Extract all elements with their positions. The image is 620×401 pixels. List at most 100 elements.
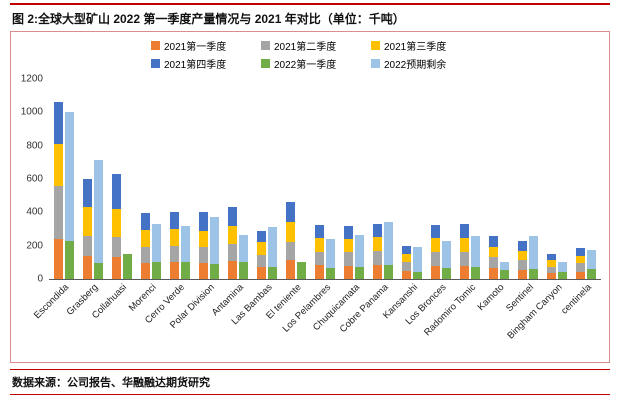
bar-segment: [82, 235, 92, 256]
bar-segment: [547, 259, 557, 267]
bar-segment: [343, 225, 353, 240]
bar-group: [281, 202, 310, 279]
bar-segment: [500, 269, 510, 279]
bar-segment: [227, 207, 237, 226]
bar-segment: [354, 234, 364, 268]
bar-segment: [111, 209, 121, 238]
legend-item: 2021第四季度: [151, 56, 247, 71]
bar-segment: [576, 271, 586, 279]
bar-segment: [180, 261, 190, 279]
bar-segment: [53, 185, 63, 239]
bar-segment: [518, 259, 528, 270]
legend-swatch-icon: [371, 59, 380, 68]
source-note: 数据来源：公司报告、华融融达期货研究: [12, 377, 210, 389]
bar-segment: [343, 252, 353, 266]
legend-label: 2021第三季度: [384, 42, 447, 53]
bar-segment: [314, 251, 324, 265]
bar-group: [427, 224, 456, 279]
bar-segment: [547, 273, 557, 279]
bar-2022: [500, 261, 510, 279]
bar-segment: [518, 269, 528, 279]
x-cell: Collahuasi: [90, 280, 136, 360]
legend-label: 2022第一季度: [274, 60, 337, 71]
y-tick-label: 800: [26, 140, 43, 152]
plot-bars: [49, 79, 601, 280]
bar-segment: [431, 238, 441, 253]
bar-group: [369, 221, 398, 279]
bar-2022: [587, 249, 597, 279]
bar-segment: [587, 269, 597, 279]
bar-segment: [373, 250, 383, 265]
chart-title: 图 2:全球大型矿山 2022 第一季度产量情况与 2021 年对比（单位：千吨…: [12, 12, 405, 26]
legend-item: 2022第一季度: [261, 56, 357, 71]
bar-segment: [93, 263, 103, 279]
bar-segment: [285, 259, 295, 279]
bar-group: [223, 207, 252, 279]
y-axis: 0 200 400 600 800 1000 1200: [17, 74, 49, 285]
bar-segment: [227, 243, 237, 261]
bar-2022: [180, 225, 190, 279]
bar-segment: [140, 263, 150, 279]
bar-segment: [402, 245, 412, 255]
legend-swatch-icon: [261, 59, 270, 68]
bar-2022: [296, 261, 306, 279]
bar-2021: [53, 102, 63, 279]
bar-segment: [518, 240, 528, 251]
bar-segment: [460, 251, 470, 266]
bar-segment: [238, 234, 248, 262]
bar-2021: [314, 224, 324, 279]
bar-segment: [314, 224, 324, 239]
bar-2022: [558, 261, 568, 279]
x-cell: Radomiro Tomic: [422, 280, 485, 360]
bar-segment: [402, 270, 412, 279]
bar-group: [49, 102, 78, 279]
bar-segment: [471, 267, 481, 279]
bar-2022: [442, 240, 452, 279]
bar-segment: [64, 240, 74, 279]
bar-2021: [576, 248, 586, 279]
bar-group: [78, 159, 107, 279]
bar-2022: [354, 234, 364, 279]
bar-segment: [151, 224, 161, 263]
legend-item: 2021第三季度: [371, 38, 467, 53]
bar-segment: [529, 269, 539, 279]
bar-segment: [547, 254, 557, 260]
bar-segment: [576, 248, 586, 256]
legend-swatch-icon: [371, 41, 380, 50]
bar-segment: [354, 267, 364, 279]
chart-frame: 2021第一季度 2021第二季度 2021第三季度 2021第四季度 2022第一季度…: [10, 31, 610, 363]
bar-segment: [373, 264, 383, 279]
legend-label: 2021第一季度: [164, 42, 227, 53]
bar-2021: [343, 225, 353, 279]
legend-label: 2022预期剩余: [384, 60, 447, 71]
bar-segment: [285, 222, 295, 242]
bar-segment: [460, 224, 470, 239]
bar-segment: [169, 212, 179, 230]
x-axis: Escondida Grasberg Collahuasi Morenci Cerro …: [32, 280, 601, 360]
bar-segment: [209, 264, 219, 279]
bar-2021: [169, 212, 179, 279]
bar-segment: [373, 224, 383, 238]
x-cell: Bingham Canyon: [506, 280, 572, 360]
bar-segment: [431, 252, 441, 266]
bar-group: [543, 254, 572, 279]
bar-2021: [227, 207, 237, 279]
bar-group: [310, 224, 339, 279]
footer-rule-bottom: [10, 394, 610, 395]
bar-segment: [256, 254, 266, 267]
bar-segment: [140, 247, 150, 264]
bar-segment: [431, 224, 441, 239]
bar-segment: [111, 257, 121, 279]
bar-2022: [122, 254, 132, 279]
bar-group: [572, 248, 601, 279]
bar-segment: [529, 235, 539, 269]
bar-segment: [53, 144, 63, 186]
bar-segment: [314, 264, 324, 279]
bar-2022: [93, 159, 103, 279]
bar-segment: [82, 255, 92, 279]
legend-label: 2021第四季度: [164, 60, 227, 71]
footer-rule-top: [10, 369, 610, 370]
bar-2021: [198, 212, 208, 279]
bar-segment: [489, 257, 499, 269]
bar-2021: [547, 254, 557, 279]
